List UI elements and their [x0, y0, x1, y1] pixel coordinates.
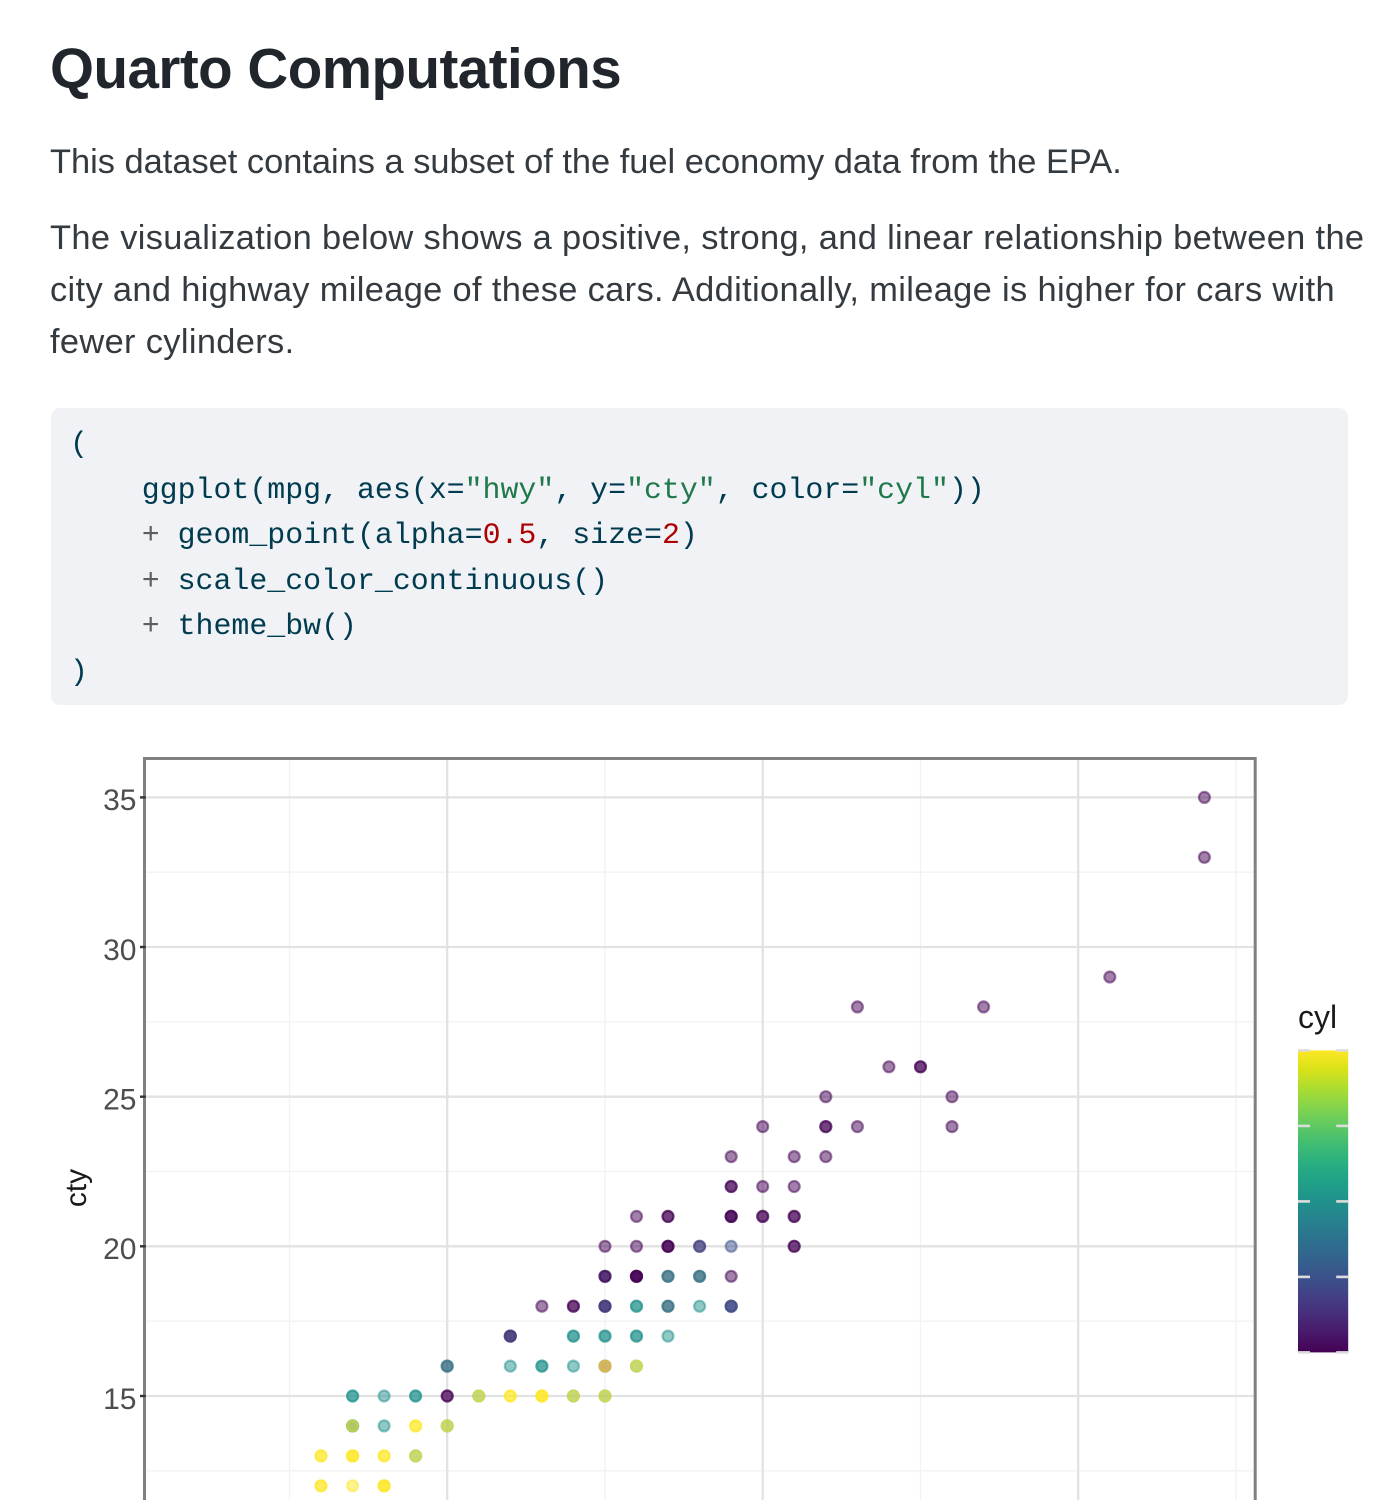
svg-text:cty: cty — [60, 1169, 93, 1207]
svg-text:cyl: cyl — [1298, 999, 1337, 1035]
svg-text:25: 25 — [103, 1084, 136, 1117]
svg-text:20: 20 — [103, 1233, 136, 1266]
svg-text:30: 30 — [103, 934, 136, 967]
svg-text:15: 15 — [103, 1383, 136, 1416]
svg-text:35: 35 — [103, 784, 136, 817]
